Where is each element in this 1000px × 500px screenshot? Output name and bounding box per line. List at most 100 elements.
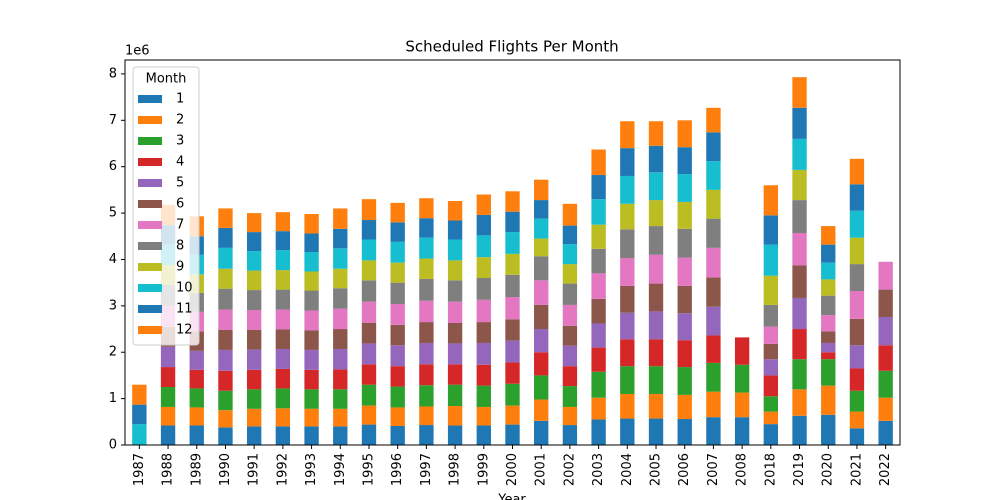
bar-segment <box>476 214 491 236</box>
bar-segment <box>390 345 405 367</box>
bar-segment <box>677 419 692 445</box>
bar-segment <box>534 256 549 281</box>
bar-segment <box>763 375 779 397</box>
legend-label: 3 <box>176 134 184 149</box>
bar-segment <box>419 425 434 445</box>
bar-segment <box>620 393 635 419</box>
bar-segment <box>591 199 606 225</box>
bar-segment <box>275 270 291 290</box>
bar-segment <box>591 323 606 348</box>
bar-segment <box>534 179 549 201</box>
bar-segment <box>419 300 434 323</box>
bar-segment <box>189 425 204 445</box>
bar-segment <box>505 191 520 212</box>
x-tick-label: 1993 <box>304 453 319 486</box>
bar-segment <box>821 315 836 332</box>
bar-segment <box>505 424 520 445</box>
bar-segment <box>620 229 635 259</box>
bar-segment <box>534 238 549 257</box>
bar-segment <box>706 107 721 133</box>
bar-segment <box>160 367 176 388</box>
bar-segment <box>333 426 348 445</box>
bar-segment <box>275 426 291 445</box>
bar-segment <box>333 268 348 289</box>
bar-segment <box>591 149 606 176</box>
bar-segment <box>333 228 348 249</box>
bar-segment <box>849 390 865 412</box>
bar-segment <box>218 427 233 445</box>
bar-segment <box>878 316 893 346</box>
bar-segment <box>505 253 520 275</box>
bar-segment <box>132 384 147 405</box>
bar-segment <box>246 408 262 427</box>
x-tick-label: 2007 <box>706 453 721 486</box>
bar-segment <box>218 247 233 269</box>
bar-segment <box>821 226 836 245</box>
bar-segment <box>390 425 405 445</box>
bar-segment <box>648 172 664 201</box>
x-tick-label: 1987 <box>132 453 147 486</box>
bar-segment <box>390 222 405 242</box>
bar-segment <box>304 349 319 370</box>
bar-segment <box>677 367 692 395</box>
bar-segment <box>160 387 176 407</box>
bar-segment <box>419 198 434 219</box>
bar-segment <box>246 310 262 330</box>
bar-segment <box>534 329 549 353</box>
chart-title: Scheduled Flights Per Month <box>405 38 618 56</box>
bar-segment <box>447 260 463 281</box>
bar-segment <box>476 278 491 300</box>
bar-segment <box>246 426 262 445</box>
legend-swatch <box>138 158 162 166</box>
legend-label: 2 <box>176 113 184 128</box>
bar-segment <box>304 389 319 409</box>
x-tick-label: 2019 <box>792 453 807 486</box>
bar-segment <box>562 345 578 367</box>
bar-segment <box>419 364 434 386</box>
bar-segment <box>534 375 549 400</box>
bar-segment <box>361 323 377 344</box>
bar-segment <box>821 279 836 296</box>
bar-segment <box>447 323 463 344</box>
bar-segment <box>706 161 721 190</box>
bar-segment <box>591 397 606 420</box>
y-tick-label: 7 <box>109 113 117 128</box>
bar-segment <box>390 386 405 408</box>
bar-segment <box>706 247 721 278</box>
bar-segment <box>534 352 549 376</box>
x-tick-label: 2006 <box>677 453 692 486</box>
bar-segment <box>476 425 491 445</box>
bar-segment <box>333 348 348 370</box>
bar-segment <box>333 308 348 330</box>
legend-label: 12 <box>176 323 193 338</box>
bar-segment <box>189 350 204 370</box>
bar-segment <box>620 339 635 367</box>
bar-segment <box>878 420 893 445</box>
bar-segment <box>390 241 405 263</box>
bar-segment <box>333 408 348 427</box>
bar-segment <box>333 288 348 309</box>
x-tick-label: 2002 <box>562 453 577 486</box>
bar-segment <box>218 208 233 228</box>
bar-segment <box>706 362 721 392</box>
plot-frame <box>124 59 901 446</box>
bar-segment <box>361 364 377 385</box>
bar-segment <box>591 175 606 200</box>
x-tick-label: 2000 <box>505 453 520 486</box>
bar-segment <box>246 270 262 291</box>
bar-segment <box>390 262 405 283</box>
x-tick-label: 1990 <box>218 453 233 486</box>
bar-segment <box>275 388 291 409</box>
bar-segment <box>562 366 578 387</box>
x-tick-label: 1989 <box>189 453 204 486</box>
legend-swatch <box>138 179 162 187</box>
bar-segment <box>390 303 405 325</box>
bar-segment <box>304 214 319 234</box>
bar-segment <box>648 121 664 146</box>
x-axis-label: Year <box>497 493 526 500</box>
bar-segment <box>304 426 319 445</box>
bar-segment <box>849 428 865 445</box>
bar-segment <box>160 406 176 426</box>
bar-segment <box>763 215 779 245</box>
x-tick-label: 1988 <box>161 453 176 486</box>
